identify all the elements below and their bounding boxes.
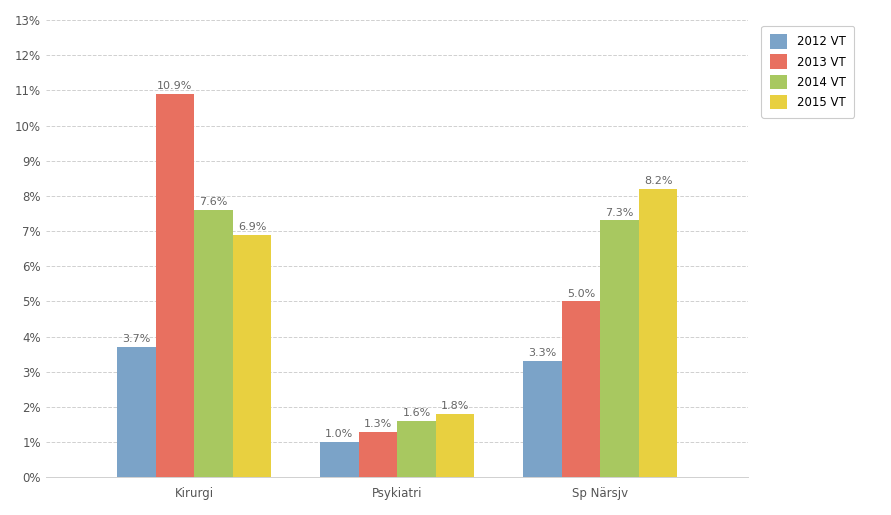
Bar — [194, 210, 233, 477]
Text: 6.9%: 6.9% — [238, 222, 266, 232]
Bar — [156, 94, 194, 477]
Text: 3.7%: 3.7% — [122, 334, 151, 345]
Bar — [561, 301, 601, 477]
Legend: 2012 VT, 2013 VT, 2014 VT, 2015 VT: 2012 VT, 2013 VT, 2014 VT, 2015 VT — [762, 26, 854, 118]
Text: 1.8%: 1.8% — [441, 401, 470, 411]
Text: 8.2%: 8.2% — [644, 176, 673, 186]
Bar — [523, 361, 561, 477]
Text: 3.3%: 3.3% — [528, 348, 557, 358]
Bar — [601, 220, 639, 477]
Text: 7.3%: 7.3% — [605, 208, 634, 218]
Bar — [436, 414, 474, 477]
Bar — [397, 421, 436, 477]
Text: 7.6%: 7.6% — [200, 197, 228, 207]
Bar — [320, 442, 359, 477]
Text: 5.0%: 5.0% — [567, 288, 595, 299]
Bar — [639, 189, 677, 477]
Text: 1.6%: 1.6% — [403, 408, 430, 418]
Bar — [233, 234, 272, 477]
Text: 10.9%: 10.9% — [157, 81, 192, 91]
Text: 1.3%: 1.3% — [364, 419, 392, 428]
Text: 1.0%: 1.0% — [325, 430, 354, 439]
Bar — [117, 347, 156, 477]
Bar — [359, 432, 397, 477]
